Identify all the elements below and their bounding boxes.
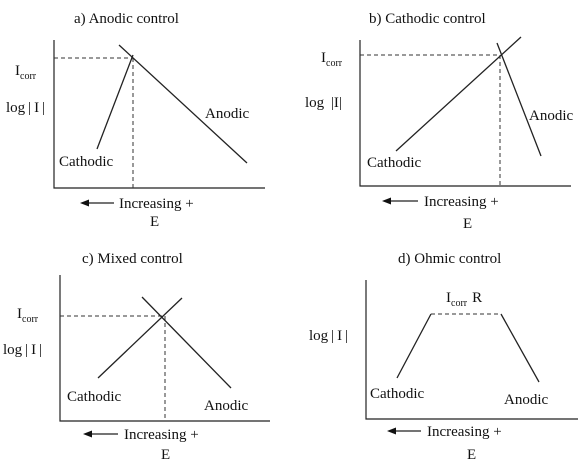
panel-c-left-arrow-icon — [83, 430, 92, 438]
panel-d-anodic-label: Anodic — [504, 392, 549, 408]
panel-b-anodic-line — [496, 42, 542, 157]
panel-a-xlabel: Increasing + — [119, 196, 194, 212]
panel-b-anodic-label: Anodic — [529, 108, 574, 124]
panel-c-xlabel-e: E — [161, 447, 170, 463]
panel-b-xlabel: Increasing + — [424, 194, 499, 210]
panel-a-title: a) Anodic control — [74, 11, 179, 27]
panel-c-title: c) Mixed control — [82, 251, 183, 267]
panel-b-axes — [359, 40, 571, 187]
panel-b-xlabel-e: E — [463, 216, 472, 232]
panel-cathodic-control: b) Cathodic control Icorr log |I| Cathod… — [305, 11, 574, 232]
panel-a-cathodic-line — [96, 54, 134, 150]
panel-a-xlabel-e: E — [150, 214, 159, 230]
panel-anodic-control: a) Anodic control Icorr log | I | Cathod… — [6, 11, 265, 230]
panel-b-icorr-label: Icorr — [321, 50, 343, 69]
panel-a-icorr-label: Icorr — [15, 63, 37, 82]
panel-a-ylabel: log | I | — [6, 100, 45, 116]
panel-d-axes — [365, 280, 578, 420]
panel-c-anodic-label: Anodic — [204, 398, 249, 414]
panel-d-title: d) Ohmic control — [398, 251, 501, 267]
panel-b-cathodic-line — [395, 36, 522, 152]
panel-a-anodic-label: Anodic — [205, 106, 250, 122]
panel-c-xlabel: Increasing + — [124, 427, 199, 443]
panel-a-left-arrow-icon — [80, 199, 89, 207]
panel-d-xlabel: Increasing + — [427, 424, 502, 440]
panel-b-cathodic-label: Cathodic — [367, 155, 421, 171]
panel-c-cathodic-label: Cathodic — [67, 389, 121, 405]
panel-d-left-arrow-icon — [387, 427, 396, 435]
panel-b-left-arrow-icon — [382, 197, 391, 205]
panel-d-cathodic-label: Cathodic — [370, 386, 424, 402]
panel-c-ylabel: log | I | — [3, 342, 42, 358]
panel-b-title: b) Cathodic control — [369, 11, 486, 27]
panel-d-ylabel: log | I | — [309, 328, 348, 344]
panel-c-cathodic-line — [97, 297, 183, 379]
panel-a-cathodic-label: Cathodic — [59, 154, 113, 170]
panel-mixed-control: c) Mixed control Icorr log | I | Cathodi… — [3, 251, 270, 463]
panel-c-anodic-line — [141, 296, 232, 389]
panel-a-axes — [53, 40, 265, 189]
panel-d-icorr-r-label: Icorr R — [446, 290, 482, 309]
panel-d-xlabel-e: E — [467, 447, 476, 463]
panel-d-anodic-line — [500, 313, 540, 383]
panel-b-ylabel: log |I| — [305, 95, 342, 111]
panel-c-axes — [59, 275, 270, 422]
panel-ohmic-control: d) Ohmic control Icorr R log | I | Cathod… — [309, 251, 578, 463]
panel-c-icorr-label: Icorr — [17, 306, 39, 325]
panel-d-cathodic-line — [396, 313, 432, 379]
panel-a-anodic-line — [118, 44, 248, 164]
